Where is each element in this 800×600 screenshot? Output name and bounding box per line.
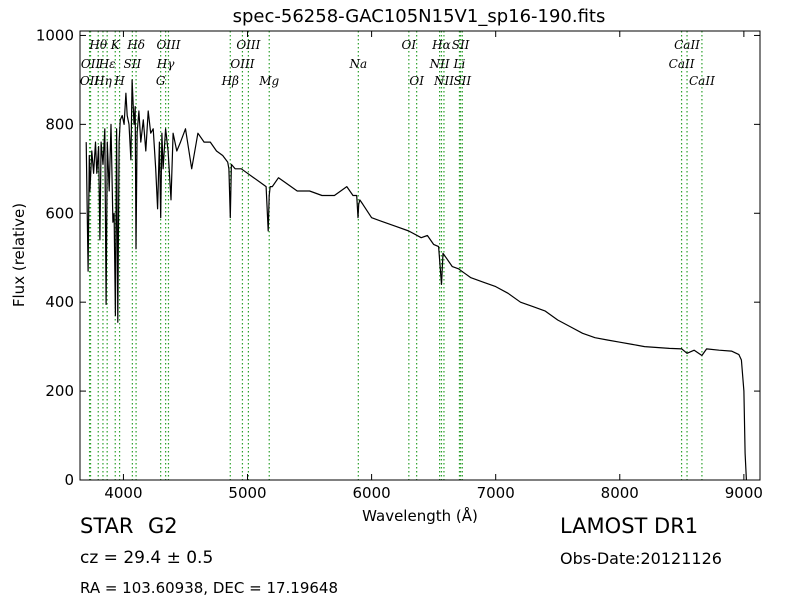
spectral-line-label: Hθ — [88, 38, 107, 52]
spectral-line-label: NII — [433, 74, 454, 88]
axis-ticks: 4000 5000 6000 7000 8000 9000 0 200 400 600 800 100… — [36, 26, 763, 502]
x-tick-label: 4000 — [104, 484, 142, 502]
spectral-line-label: SII — [453, 74, 471, 88]
spectrum-line — [85, 79, 747, 481]
spectral-line-label: SII — [124, 57, 142, 71]
spectral-line-label: Hη — [93, 74, 112, 88]
y-tick-label: 0 — [64, 471, 74, 489]
spectral-line-label: G — [156, 74, 166, 88]
spectral-line-label: OI — [402, 38, 417, 52]
spectral-line-label: SII — [452, 38, 470, 52]
spectral-line-label: OIII — [156, 38, 180, 52]
spectral-line-label: Hε — [98, 57, 116, 71]
x-tick-label: 6000 — [353, 484, 391, 502]
spectral-line-labels: OII OII Hθ Hη Hε K H SII Hδ G Hγ OIII Hβ OIII OIII Mg Na… — [80, 38, 715, 88]
x-tick-label: 5000 — [228, 484, 266, 502]
object-subclass: G2 — [148, 514, 178, 538]
spectral-line-label: Hδ — [126, 38, 145, 52]
spectral-line-label: OIII — [236, 38, 260, 52]
chart-title: spec-56258-GAC105N15V1_sp16-190.fits — [232, 6, 606, 27]
spectral-line-label: Mg — [258, 74, 279, 88]
x-tick-label: 7000 — [477, 484, 515, 502]
spectral-line-label: OI — [409, 74, 424, 88]
spectral-line-label: Na — [349, 57, 368, 71]
y-tick-label: 200 — [45, 382, 74, 400]
spectral-line-label: Hβ — [221, 74, 239, 88]
spectral-line-label: NII — [429, 57, 450, 71]
spectral-line-label: OII — [80, 74, 100, 88]
spectral-line-label: K — [110, 38, 121, 52]
y-tick-label: 800 — [45, 115, 74, 133]
y-axis-label: Flux (relative) — [10, 203, 28, 307]
spectral-line-label: OIII — [230, 57, 254, 71]
x-axis-label: Wavelength (Å) — [362, 506, 478, 525]
spectral-line-label: OII — [81, 57, 101, 71]
spectral-line-label: CaII — [689, 74, 715, 88]
redshift-value: cz = 29.4 ± 0.5 — [80, 548, 214, 568]
spectral-line-label: Hα — [431, 38, 451, 52]
y-tick-label: 600 — [45, 204, 74, 222]
plot-frame — [79, 30, 761, 481]
spectral-line-label: CaII — [674, 38, 700, 52]
spectral-line-markers — [88, 31, 703, 480]
y-tick-label: 400 — [45, 293, 74, 311]
x-tick-label: 8000 — [601, 484, 639, 502]
observation-date: Obs-Date:20121126 — [560, 549, 722, 568]
y-tick-label: 1000 — [36, 26, 74, 44]
spectral-line-label: Hγ — [156, 57, 175, 71]
survey-name: LAMOST DR1 — [560, 514, 699, 538]
object-class: STAR — [80, 514, 134, 538]
spectral-line-label: Li — [453, 57, 466, 71]
sky-coordinates: RA = 103.60938, DEC = 17.19648 — [80, 579, 339, 597]
x-tick-label: 9000 — [725, 484, 763, 502]
spectral-line-label: H — [113, 74, 125, 88]
spectral-line-label: CaII — [669, 57, 695, 71]
